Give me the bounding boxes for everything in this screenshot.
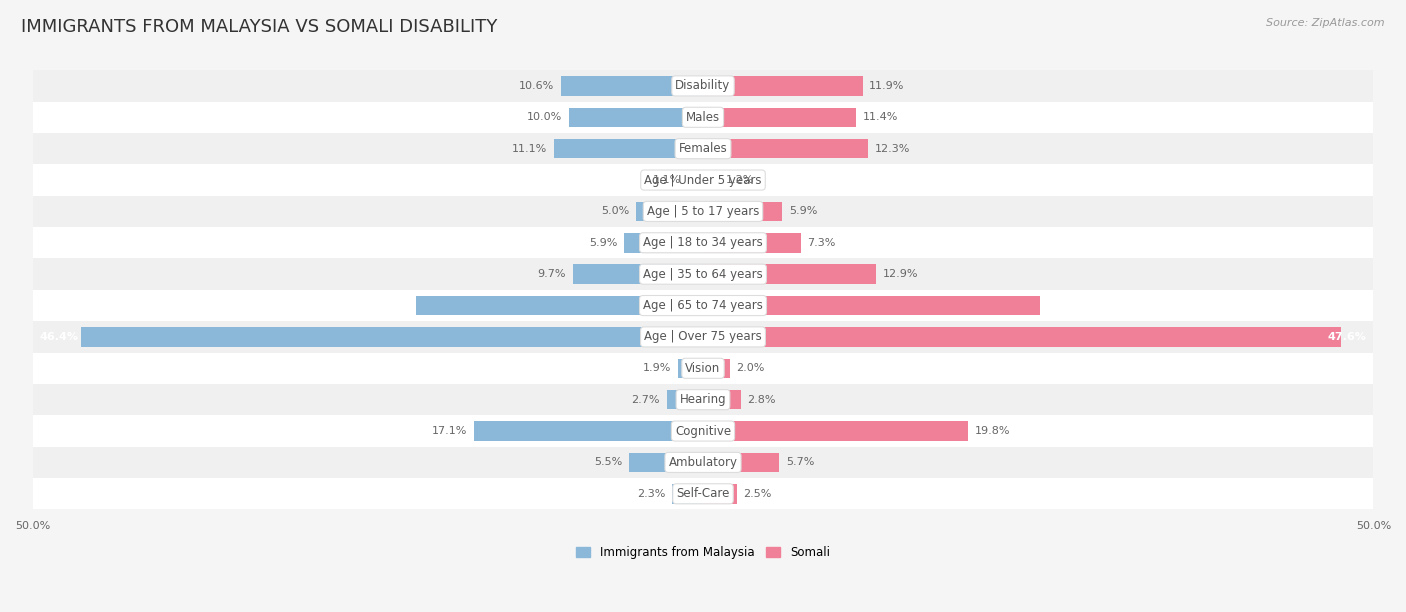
Legend: Immigrants from Malaysia, Somali: Immigrants from Malaysia, Somali [571,542,835,564]
Text: 9.7%: 9.7% [537,269,567,279]
Bar [703,453,779,472]
FancyBboxPatch shape [32,165,1374,196]
Text: 5.9%: 5.9% [789,206,817,217]
Text: 2.5%: 2.5% [744,489,772,499]
Bar [703,359,730,378]
Text: Self-Care: Self-Care [676,487,730,500]
Text: 5.9%: 5.9% [589,238,617,248]
Bar [672,484,703,504]
Text: 1.1%: 1.1% [654,175,682,185]
Text: Age | 65 to 74 years: Age | 65 to 74 years [643,299,763,312]
Text: 10.0%: 10.0% [527,112,562,122]
Bar [703,202,782,221]
Bar [703,108,856,127]
Bar [666,390,703,409]
Text: 5.5%: 5.5% [595,457,623,468]
Bar [678,359,703,378]
Text: IMMIGRANTS FROM MALAYSIA VS SOMALI DISABILITY: IMMIGRANTS FROM MALAYSIA VS SOMALI DISAB… [21,18,498,36]
Bar [554,139,703,159]
Text: 2.0%: 2.0% [737,364,765,373]
Text: 12.3%: 12.3% [875,144,910,154]
Bar [703,296,1039,315]
Text: Females: Females [679,142,727,155]
Bar [474,421,703,441]
Text: 17.1%: 17.1% [432,426,467,436]
FancyBboxPatch shape [32,290,1374,321]
FancyBboxPatch shape [32,321,1374,353]
Text: 46.4%: 46.4% [39,332,79,342]
FancyBboxPatch shape [32,384,1374,416]
Text: 11.1%: 11.1% [512,144,547,154]
Text: 11.4%: 11.4% [862,112,898,122]
Text: 19.8%: 19.8% [976,426,1011,436]
Bar [703,421,969,441]
Bar [703,139,868,159]
Text: 1.2%: 1.2% [725,175,754,185]
Text: Age | Over 75 years: Age | Over 75 years [644,330,762,343]
Bar [561,76,703,95]
Text: 1.9%: 1.9% [643,364,671,373]
FancyBboxPatch shape [32,70,1374,102]
Text: Males: Males [686,111,720,124]
Bar [703,264,876,284]
FancyBboxPatch shape [32,133,1374,165]
FancyBboxPatch shape [32,227,1374,258]
Text: Age | Under 5 years: Age | Under 5 years [644,174,762,187]
Text: Age | 35 to 64 years: Age | 35 to 64 years [643,267,763,281]
Text: 2.8%: 2.8% [747,395,776,405]
Text: 47.6%: 47.6% [1327,332,1367,342]
FancyBboxPatch shape [32,353,1374,384]
Bar [703,327,1341,346]
Text: Hearing: Hearing [679,393,727,406]
Text: Age | 18 to 34 years: Age | 18 to 34 years [643,236,763,249]
Text: 10.6%: 10.6% [519,81,554,91]
FancyBboxPatch shape [32,196,1374,227]
Bar [624,233,703,253]
Text: Age | 5 to 17 years: Age | 5 to 17 years [647,205,759,218]
Bar [630,453,703,472]
Text: 5.0%: 5.0% [600,206,630,217]
FancyBboxPatch shape [32,447,1374,478]
FancyBboxPatch shape [32,258,1374,290]
Text: 25.1%: 25.1% [1329,300,1367,310]
Bar [569,108,703,127]
Bar [689,170,703,190]
Text: Cognitive: Cognitive [675,425,731,438]
Bar [703,484,737,504]
Text: Source: ZipAtlas.com: Source: ZipAtlas.com [1267,18,1385,28]
Bar [703,390,741,409]
Text: 12.9%: 12.9% [883,269,918,279]
Text: 7.3%: 7.3% [807,238,837,248]
Bar [574,264,703,284]
FancyBboxPatch shape [32,102,1374,133]
FancyBboxPatch shape [32,478,1374,509]
Bar [82,327,703,346]
Bar [636,202,703,221]
Text: 11.9%: 11.9% [869,81,904,91]
Text: Disability: Disability [675,80,731,92]
Text: 2.3%: 2.3% [637,489,665,499]
FancyBboxPatch shape [32,416,1374,447]
Text: 2.7%: 2.7% [631,395,659,405]
Text: Ambulatory: Ambulatory [668,456,738,469]
Bar [703,170,718,190]
Text: 21.4%: 21.4% [39,300,79,310]
Bar [703,233,801,253]
Bar [703,76,862,95]
Text: 5.7%: 5.7% [786,457,814,468]
Bar [416,296,703,315]
Text: Vision: Vision [685,362,721,375]
